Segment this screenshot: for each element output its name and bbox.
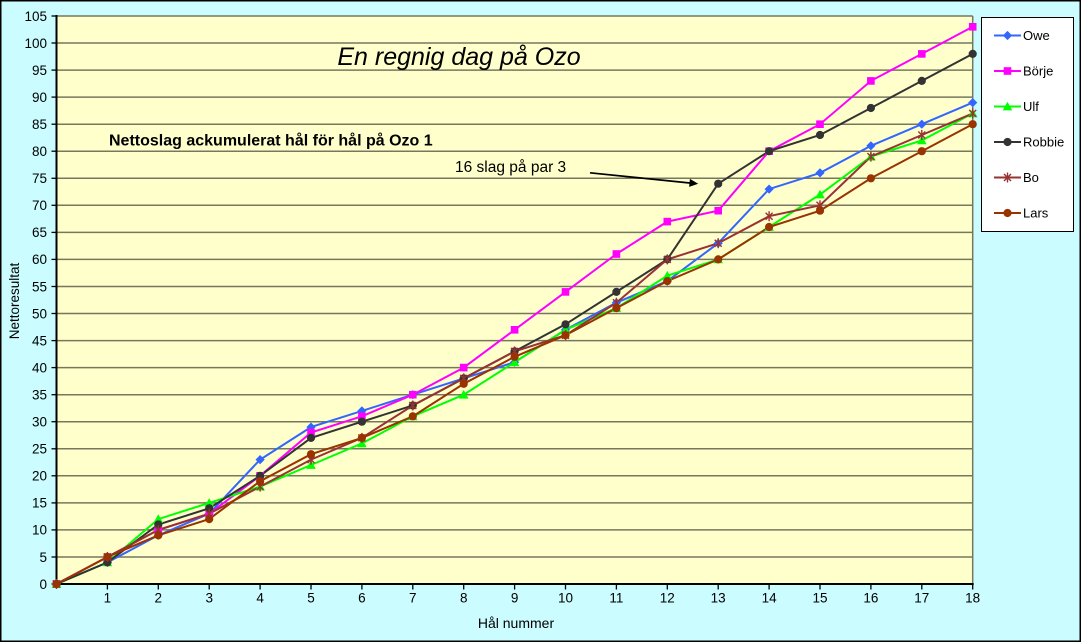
svg-text:10: 10	[558, 591, 573, 606]
svg-text:100: 100	[24, 36, 47, 51]
svg-text:65: 65	[32, 225, 47, 240]
svg-text:En regnig dag på Ozo: En regnig dag på Ozo	[337, 43, 580, 71]
svg-text:3: 3	[205, 591, 213, 606]
svg-text:5: 5	[307, 591, 315, 606]
svg-text:45: 45	[32, 333, 47, 348]
svg-text:10: 10	[32, 523, 47, 538]
svg-text:15: 15	[812, 591, 827, 606]
svg-text:0: 0	[39, 577, 47, 592]
svg-text:9: 9	[511, 591, 519, 606]
svg-text:25: 25	[32, 442, 47, 457]
svg-text:11: 11	[609, 591, 623, 606]
svg-text:18: 18	[965, 591, 980, 606]
svg-text:14: 14	[762, 591, 778, 606]
svg-text:105: 105	[24, 9, 47, 24]
svg-text:80: 80	[32, 144, 47, 159]
svg-text:16: 16	[863, 591, 878, 606]
svg-text:70: 70	[32, 198, 47, 213]
svg-text:2: 2	[155, 591, 163, 606]
svg-text:55: 55	[32, 279, 47, 294]
svg-text:Ulf: Ulf	[1023, 99, 1039, 114]
svg-text:Lars: Lars	[1023, 206, 1049, 221]
svg-text:Nettoresultat: Nettoresultat	[7, 262, 22, 339]
svg-text:Hål nummer: Hål nummer	[478, 615, 555, 631]
svg-text:95: 95	[32, 63, 47, 78]
svg-text:35: 35	[32, 388, 47, 403]
svg-text:Owe: Owe	[1023, 28, 1050, 43]
svg-text:20: 20	[32, 469, 47, 484]
svg-text:8: 8	[460, 591, 468, 606]
svg-text:75: 75	[32, 171, 47, 186]
svg-text:90: 90	[32, 90, 47, 105]
svg-text:Börje: Börje	[1023, 64, 1053, 79]
svg-text:7: 7	[409, 591, 417, 606]
svg-text:6: 6	[358, 591, 366, 606]
svg-text:30: 30	[32, 415, 47, 430]
svg-text:4: 4	[256, 591, 264, 606]
svg-text:5: 5	[39, 550, 47, 565]
svg-text:12: 12	[660, 591, 675, 606]
svg-text:16 slag på par 3: 16 slag på par 3	[455, 159, 566, 176]
svg-text:Nettoslag ackumulerat hål för: Nettoslag ackumulerat hål för hål på Ozo…	[109, 132, 433, 150]
svg-text:Robbie: Robbie	[1023, 135, 1064, 150]
svg-text:17: 17	[914, 591, 929, 606]
svg-text:1: 1	[104, 591, 112, 606]
svg-text:40: 40	[32, 360, 47, 375]
svg-text:13: 13	[711, 591, 726, 606]
svg-text:85: 85	[32, 117, 47, 132]
svg-text:50: 50	[32, 306, 47, 321]
svg-text:15: 15	[32, 496, 47, 511]
svg-text:60: 60	[32, 252, 47, 267]
svg-text:Bo: Bo	[1023, 170, 1039, 185]
